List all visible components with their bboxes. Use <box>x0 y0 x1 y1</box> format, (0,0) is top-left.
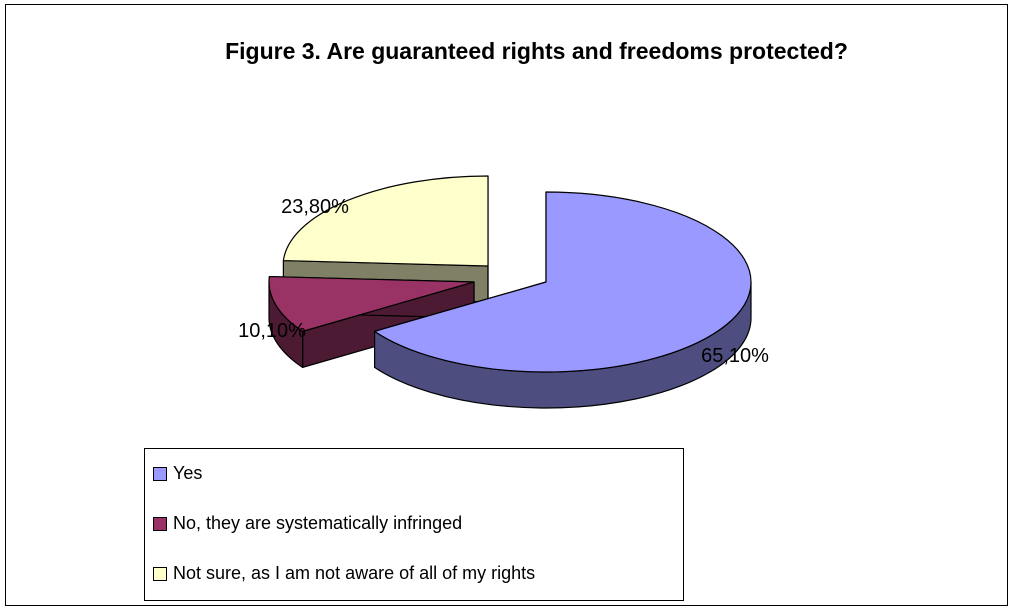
legend-label-not-sure: Not sure, as I am not aware of all of my… <box>173 563 536 583</box>
pie-slice-no <box>268 275 475 368</box>
chart-title: Figure 3. Are guaranteed rights and free… <box>225 38 848 64</box>
legend-swatch-no <box>153 516 167 531</box>
chart-legend: Yes No, they are systematically infringe… <box>144 448 684 601</box>
legend-swatch-yes <box>153 466 167 481</box>
data-label-yes: 65,10% <box>701 345 769 367</box>
data-label-not-sure: 23,80% <box>281 196 349 218</box>
data-label-no: 10,10% <box>238 320 306 342</box>
legend-item-no: No, they are systematically infringed <box>153 513 462 534</box>
legend-label-yes: Yes <box>173 463 203 483</box>
pie-slice-yes <box>374 191 752 409</box>
legend-item-yes: Yes <box>153 463 202 484</box>
legend-item-not-sure: Not sure, as I am not aware of all of my… <box>153 563 535 584</box>
legend-swatch-not-sure <box>153 566 167 581</box>
legend-label-no: No, they are systematically infringed <box>173 513 463 533</box>
